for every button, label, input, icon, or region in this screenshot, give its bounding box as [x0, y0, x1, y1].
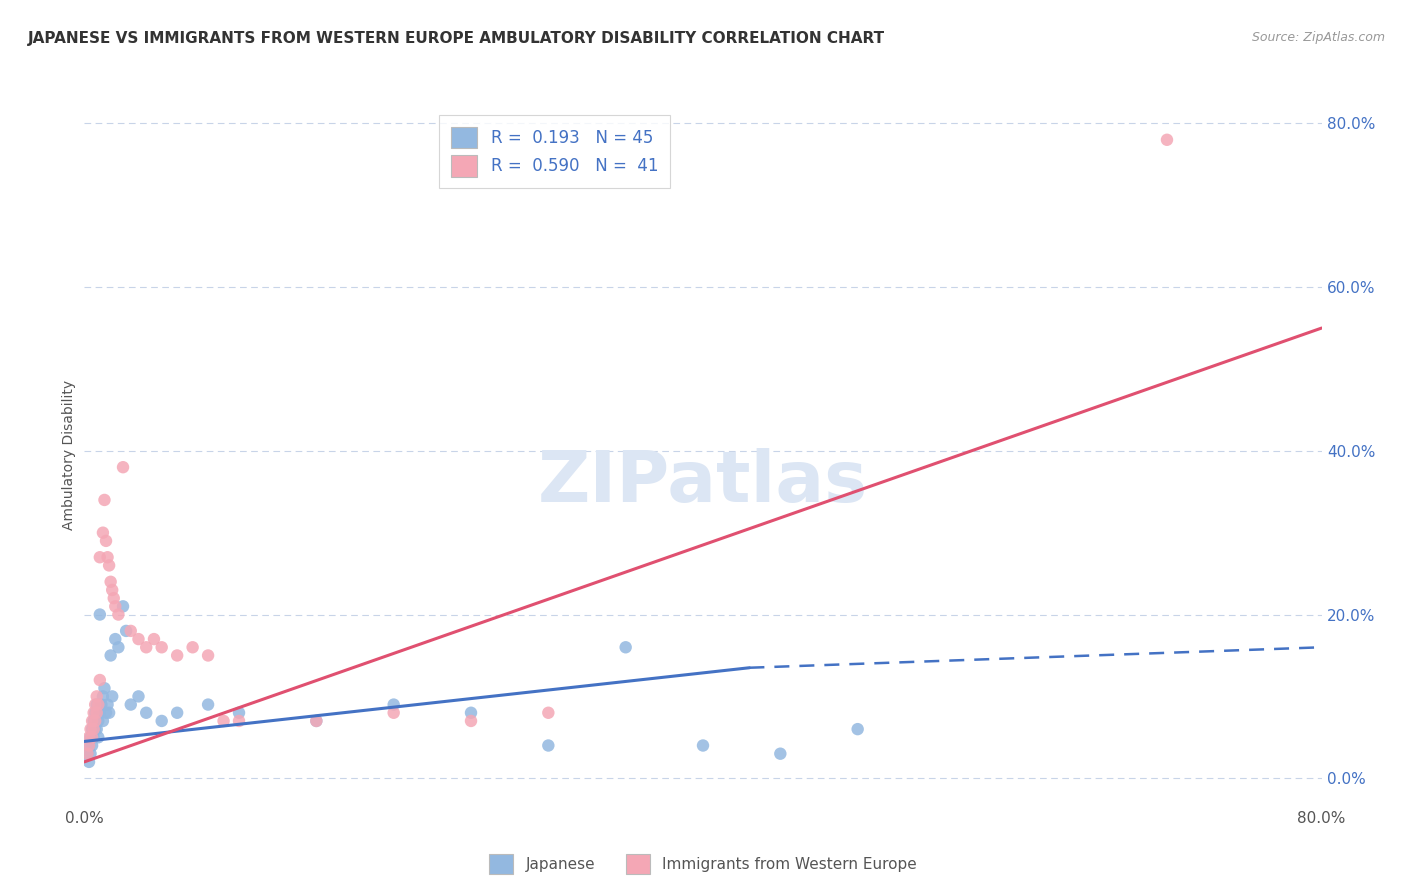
Point: [97, 550, 120, 565]
Point: [94, 706, 117, 720]
Point: [83, 731, 105, 745]
Point: [97, 698, 120, 712]
Point: [98, 558, 121, 573]
Point: [107, 607, 129, 622]
Point: [305, 714, 328, 728]
Point: [120, 698, 142, 712]
Point: [120, 624, 142, 638]
Point: [89, 673, 111, 687]
Point: [83, 722, 105, 736]
Point: [150, 714, 173, 728]
Point: [1156, 133, 1178, 147]
Point: [82, 731, 104, 745]
Point: [150, 640, 173, 655]
Point: [104, 632, 127, 646]
Point: [460, 714, 482, 728]
Point: [101, 582, 124, 597]
Point: [537, 739, 560, 753]
Point: [103, 591, 125, 606]
Point: [89, 706, 111, 720]
Point: [87, 698, 110, 712]
Point: [228, 714, 250, 728]
Point: [143, 632, 166, 646]
Point: [89, 550, 111, 565]
Point: [91, 690, 114, 704]
Point: [197, 698, 219, 712]
Point: [84, 722, 107, 736]
Point: [846, 722, 869, 736]
Point: [100, 574, 122, 589]
Point: [128, 690, 150, 704]
Point: [107, 640, 129, 655]
Point: [79, 722, 101, 736]
Point: [87, 731, 110, 745]
Point: [86, 722, 108, 736]
Point: [101, 690, 124, 704]
Point: [77, 755, 100, 769]
Point: [87, 714, 110, 728]
Point: [166, 706, 188, 720]
Point: [135, 706, 157, 720]
Point: [128, 632, 150, 646]
Point: [614, 640, 637, 655]
Point: [212, 714, 235, 728]
Point: [76, 747, 98, 761]
Point: [82, 714, 104, 728]
Point: [382, 698, 405, 712]
Point: [84, 706, 107, 720]
Point: [86, 698, 108, 712]
Point: [90, 698, 112, 712]
Point: [93, 681, 115, 696]
Point: [83, 714, 105, 728]
Point: [77, 739, 100, 753]
Point: [769, 747, 792, 761]
Point: [305, 714, 328, 728]
Point: [112, 599, 135, 614]
Point: [82, 722, 104, 736]
Point: [98, 706, 121, 720]
Point: [77, 739, 100, 753]
Point: [79, 731, 101, 745]
Y-axis label: Ambulatory Disability: Ambulatory Disability: [62, 380, 76, 530]
Point: [460, 706, 482, 720]
Point: [181, 640, 204, 655]
Point: [77, 731, 100, 745]
Point: [84, 698, 107, 712]
Point: [135, 640, 157, 655]
Legend: Japanese, Immigrants from Western Europe: Japanese, Immigrants from Western Europe: [482, 848, 924, 880]
Point: [91, 714, 114, 728]
Legend: R =  0.193   N = 45, R =  0.590   N =  41: R = 0.193 N = 45, R = 0.590 N = 41: [439, 115, 671, 188]
Point: [100, 648, 122, 663]
Point: [91, 525, 114, 540]
Point: [89, 607, 111, 622]
Point: [692, 739, 714, 753]
Point: [83, 706, 105, 720]
Point: [94, 533, 117, 548]
Text: Source: ZipAtlas.com: Source: ZipAtlas.com: [1251, 31, 1385, 45]
Point: [382, 706, 405, 720]
Point: [86, 706, 108, 720]
Point: [84, 714, 107, 728]
Point: [82, 739, 104, 753]
Point: [115, 624, 138, 638]
Point: [76, 747, 98, 761]
Text: JAPANESE VS IMMIGRANTS FROM WESTERN EUROPE AMBULATORY DISABILITY CORRELATION CHA: JAPANESE VS IMMIGRANTS FROM WESTERN EURO…: [28, 31, 886, 46]
Point: [228, 706, 250, 720]
Point: [93, 492, 115, 507]
Point: [166, 648, 188, 663]
Point: [86, 690, 108, 704]
Point: [104, 599, 127, 614]
Point: [79, 747, 101, 761]
Point: [537, 706, 560, 720]
Point: [112, 460, 135, 475]
Text: ZIPatlas: ZIPatlas: [538, 449, 868, 517]
Point: [197, 648, 219, 663]
